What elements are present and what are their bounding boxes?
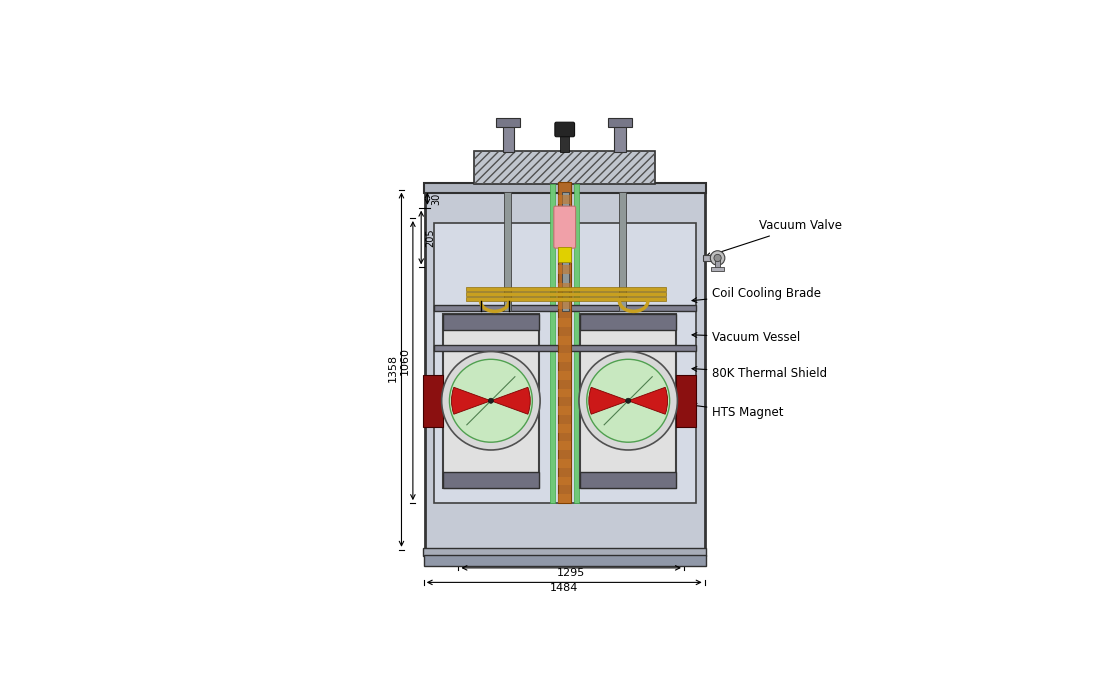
Bar	[580, 314, 676, 330]
Bar	[580, 314, 676, 487]
Bar	[580, 472, 676, 487]
Bar	[703, 255, 716, 261]
Bar	[424, 183, 706, 193]
Bar	[425, 191, 705, 551]
Wedge shape	[490, 387, 530, 414]
Bar	[466, 292, 666, 296]
Bar	[466, 297, 666, 301]
Text: 1358: 1358	[388, 354, 398, 382]
Bar	[474, 151, 655, 184]
Circle shape	[714, 254, 722, 262]
Wedge shape	[589, 387, 628, 414]
Bar	[558, 300, 572, 310]
Bar	[443, 472, 539, 487]
Bar	[558, 336, 572, 345]
Bar	[558, 194, 572, 203]
Text: 1484: 1484	[550, 583, 578, 592]
Bar	[558, 353, 572, 362]
Circle shape	[626, 398, 631, 403]
Bar	[558, 248, 572, 256]
Bar	[558, 441, 572, 450]
Circle shape	[488, 398, 494, 403]
Bar	[615, 126, 626, 151]
Circle shape	[441, 351, 540, 450]
Bar	[715, 260, 721, 269]
Text: 30: 30	[431, 192, 441, 205]
Text: Vacuum Valve: Vacuum Valve	[706, 219, 842, 258]
Circle shape	[711, 251, 725, 265]
Text: 205: 205	[425, 228, 435, 246]
Bar	[424, 555, 706, 566]
Bar	[711, 267, 724, 271]
Bar	[443, 314, 539, 487]
Bar	[558, 182, 572, 503]
Circle shape	[449, 359, 533, 442]
Bar	[504, 192, 512, 312]
Text: HTS Magnet: HTS Magnet	[692, 403, 784, 419]
FancyBboxPatch shape	[555, 122, 575, 137]
Text: 80K Thermal Shield: 80K Thermal Shield	[692, 367, 827, 380]
Bar	[558, 388, 572, 397]
Circle shape	[587, 359, 669, 442]
Bar	[558, 476, 572, 485]
Bar	[550, 184, 555, 503]
Text: Coil Cooling Brade: Coil Cooling Brade	[692, 287, 822, 302]
FancyBboxPatch shape	[554, 206, 576, 248]
Bar	[558, 406, 572, 415]
Bar	[434, 345, 696, 351]
Bar	[558, 424, 572, 433]
Bar	[558, 213, 572, 221]
Bar	[676, 375, 696, 427]
Bar	[434, 305, 696, 312]
Bar	[466, 287, 666, 291]
Bar	[558, 459, 572, 468]
Bar	[496, 118, 520, 127]
Bar	[558, 318, 572, 327]
Bar	[558, 371, 572, 380]
Wedge shape	[628, 387, 667, 414]
Bar	[424, 548, 706, 556]
Bar	[474, 151, 655, 184]
Bar	[443, 314, 539, 330]
Bar	[608, 118, 632, 127]
Bar	[558, 230, 572, 239]
Bar	[558, 265, 572, 274]
Bar	[424, 375, 443, 427]
Bar	[558, 246, 572, 262]
Bar	[558, 494, 572, 503]
Bar	[563, 192, 569, 312]
Bar	[574, 184, 578, 503]
Bar	[618, 192, 626, 312]
Text: 1295: 1295	[557, 568, 585, 578]
Bar	[560, 134, 569, 151]
Text: Vacuum Vessel: Vacuum Vessel	[692, 330, 801, 344]
Bar	[558, 283, 572, 291]
Wedge shape	[451, 387, 490, 414]
Text: 1060: 1060	[400, 347, 410, 375]
Bar	[503, 126, 514, 151]
Bar	[434, 223, 696, 503]
Circle shape	[579, 351, 677, 450]
